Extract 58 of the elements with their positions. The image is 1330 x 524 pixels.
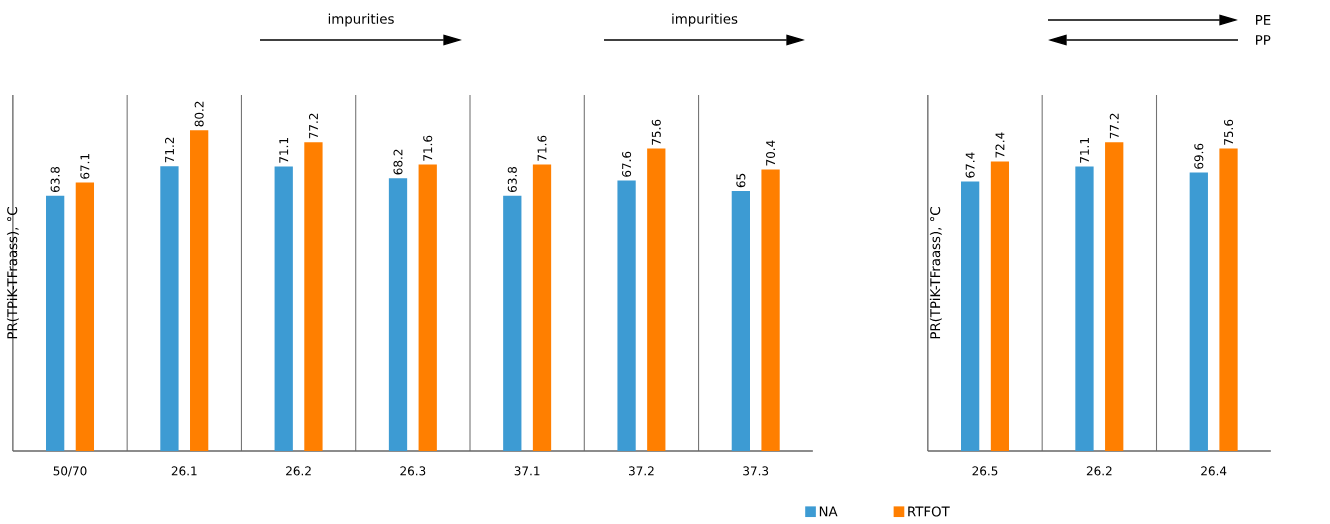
data-label: 65	[736, 174, 746, 188]
x-tick-label: 50/70	[53, 466, 87, 477]
x-tick-label: 37.3	[743, 466, 769, 476]
bar	[1219, 148, 1238, 452]
data-label: 70.4	[766, 140, 776, 166]
text: PE	[1256, 15, 1271, 26]
bar	[617, 180, 636, 452]
bar	[46, 195, 65, 452]
data-label: 80.2	[194, 101, 204, 127]
x-tick-label: 37.1	[514, 466, 540, 476]
bar	[761, 169, 780, 452]
y-axis-title: PR(TPiK-TFraass), °C	[929, 207, 942, 339]
data-label: 71.2	[164, 137, 174, 163]
data-label: 77.2	[308, 113, 318, 139]
bar	[532, 164, 552, 452]
bar	[990, 161, 1010, 452]
legend-label: NA	[819, 506, 838, 517]
data-label: 67.1	[80, 154, 90, 179]
bar	[1075, 166, 1094, 452]
bar	[961, 181, 980, 452]
data-label: 67.6	[622, 151, 632, 177]
bar	[160, 166, 179, 452]
legend-label: RTFOT	[908, 506, 950, 517]
data-label: 63.8	[507, 167, 517, 193]
bar	[418, 164, 437, 452]
x-tick-label: 37.2	[628, 466, 654, 476]
data-label: 71.1	[279, 138, 289, 163]
bar	[731, 191, 750, 452]
bar	[1189, 172, 1208, 452]
data-label: 67.4	[965, 152, 975, 178]
bar	[75, 182, 95, 452]
text: impurities	[672, 13, 738, 27]
bar	[647, 148, 666, 452]
y-axis-title: PR(TPiK-TFraass), °C	[6, 207, 19, 339]
bar	[1105, 142, 1124, 452]
data-label: 69.6	[1194, 143, 1204, 169]
text: PP	[1256, 35, 1271, 46]
bar	[274, 166, 293, 452]
data-label: 77.2	[1109, 113, 1119, 139]
text: impurities	[328, 13, 394, 27]
data-label: 72.4	[995, 132, 1005, 158]
data-label: 63.8	[50, 167, 60, 193]
x-tick-label: 26.2	[286, 466, 311, 476]
data-label: 71.6	[537, 135, 547, 161]
data-label: 71.6	[423, 135, 433, 161]
x-tick-label: 26.5	[972, 466, 998, 476]
data-label: 68.2	[393, 149, 403, 175]
bar	[503, 195, 522, 452]
data-label: 75.6	[651, 119, 661, 145]
bar	[304, 142, 323, 452]
data-label: 71.1	[1080, 138, 1089, 163]
x-tick-label: 26.1	[171, 466, 197, 476]
x-tick-label: 26.2	[1086, 466, 1112, 476]
bar	[190, 130, 209, 452]
bar	[388, 178, 408, 452]
x-tick-label: 26.4	[1201, 466, 1227, 476]
x-tick-label: 26.3	[400, 466, 426, 476]
data-label: 75.6	[1224, 119, 1234, 145]
